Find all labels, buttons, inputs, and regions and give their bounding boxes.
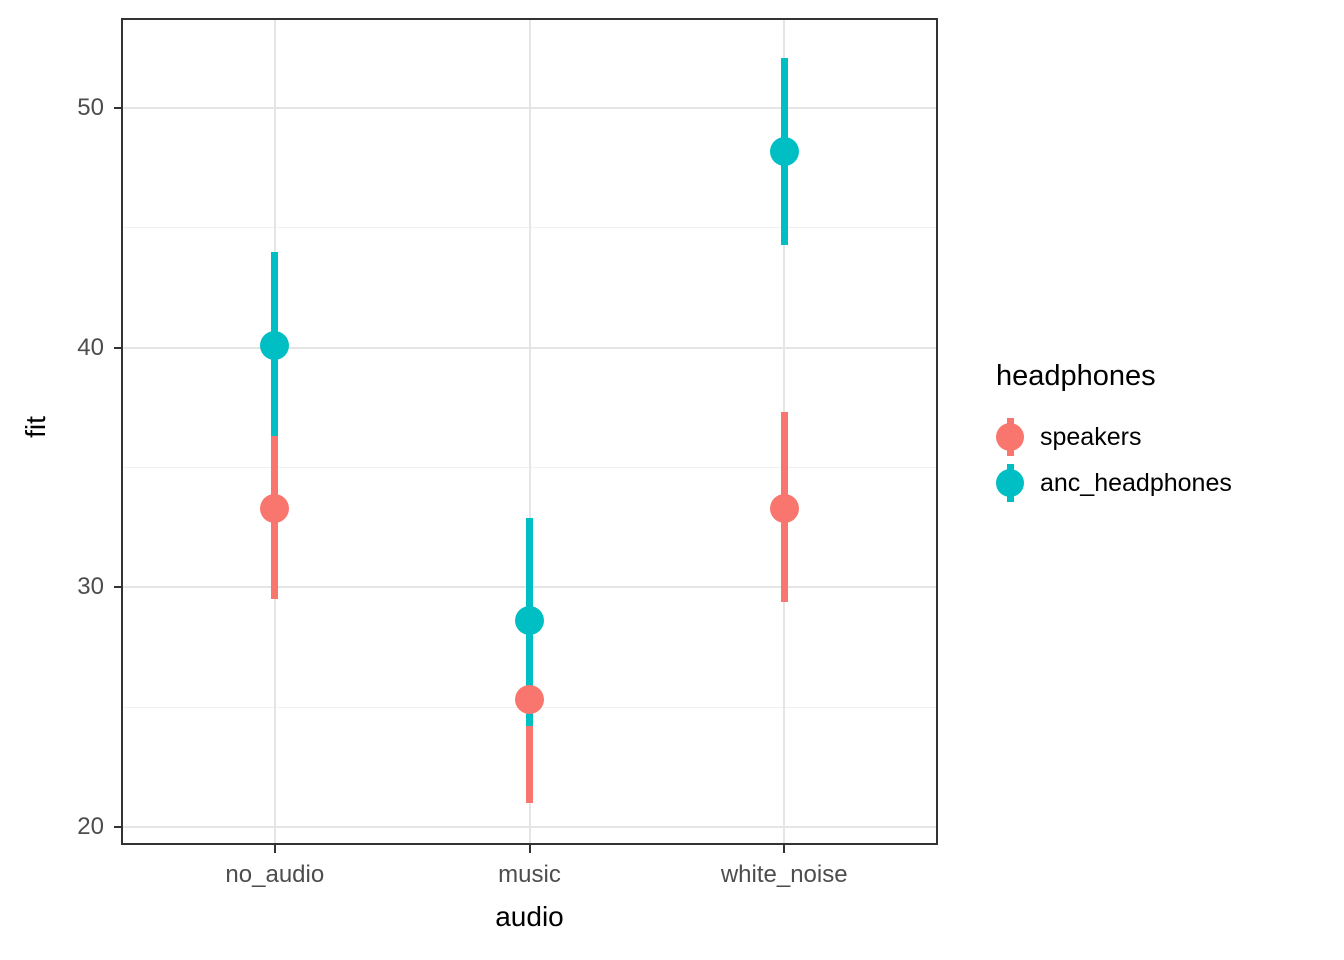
x-tick-label: white_noise bbox=[720, 861, 848, 888]
x-tick-label: music bbox=[498, 861, 561, 888]
x-axis-title: audio bbox=[495, 901, 564, 932]
point-anc_headphones-white_noise bbox=[769, 136, 799, 166]
point-anc_headphones-no_audio bbox=[260, 330, 290, 360]
pointrange-key-icon bbox=[996, 464, 1024, 502]
y-axis-title-text: fit bbox=[20, 416, 51, 438]
y-axis-tick bbox=[114, 106, 122, 109]
y-axis-tick bbox=[114, 346, 122, 349]
legend: headphones speakers anc_headphones bbox=[996, 358, 1232, 506]
key-dot bbox=[996, 469, 1024, 497]
y-tick-label: 30 bbox=[77, 573, 104, 601]
y-tick-label: 40 bbox=[77, 333, 104, 361]
gridline-major-vertical bbox=[528, 19, 531, 843]
y-tick-label: 20 bbox=[77, 813, 104, 840]
y-tick-label: 50 bbox=[77, 93, 104, 121]
key-dot bbox=[996, 423, 1024, 451]
legend-label-anc-headphones: anc_headphones bbox=[1040, 468, 1232, 497]
y-axis-tick bbox=[114, 586, 122, 589]
x-axis-tick bbox=[528, 845, 531, 853]
point-anc_headphones-music bbox=[515, 606, 544, 636]
point-speakers-no_audio bbox=[260, 493, 290, 523]
legend-item-speakers: speakers bbox=[996, 414, 1232, 460]
legend-label-speakers: speakers bbox=[1040, 422, 1142, 451]
x-axis-tick bbox=[273, 845, 276, 853]
point-speakers-white_noise bbox=[769, 493, 799, 523]
y-axis-tick bbox=[114, 826, 122, 828]
pointrange-key-icon bbox=[996, 418, 1024, 456]
x-axis-tick bbox=[783, 845, 786, 853]
legend-title: headphones bbox=[996, 360, 1156, 392]
point-speakers-music bbox=[515, 685, 544, 715]
legend-item-anc-headphones: anc_headphones bbox=[996, 460, 1232, 506]
x-tick-label: no_audio bbox=[225, 861, 325, 888]
